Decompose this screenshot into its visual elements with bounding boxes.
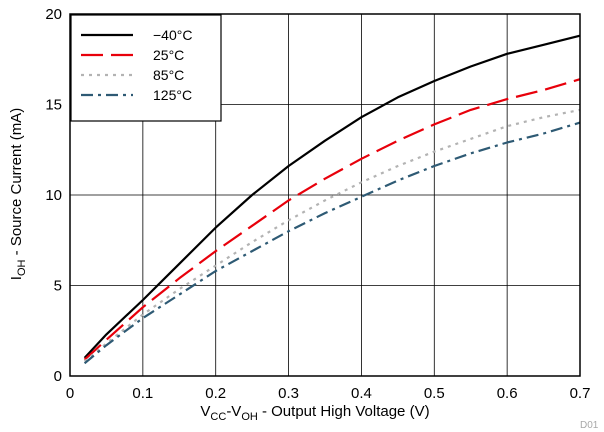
legend: −40°C 25°C 85°C 125°C: [70, 14, 222, 122]
legend-box: [70, 14, 222, 122]
y-tick-label: 5: [54, 278, 62, 295]
y-axis-label: IOH - Source Current (mA): [8, 108, 28, 280]
legend-label-3: 125°C: [153, 87, 192, 103]
x-axis-label-mid: -V: [226, 403, 241, 420]
x-tick-label: 0: [66, 385, 74, 402]
x-tick-labels: 0 0.1 0.2 0.3 0.4 0.5 0.6 0.7: [66, 385, 591, 402]
y-tick-label: 0: [54, 368, 62, 385]
x-axis-label-rest: - Output High Voltage (V): [258, 403, 430, 420]
x-axis-label-sub2: OH: [241, 411, 258, 423]
x-tick-label: 0.3: [278, 385, 299, 402]
plot-frame: [69, 13, 581, 377]
series-line-2: [83, 108, 581, 363]
y-axis-label-main: I: [8, 276, 25, 280]
legend-label-2: 85°C: [153, 67, 184, 83]
x-tick-label: 0.7: [570, 385, 591, 402]
y-axis-label-sub: OH: [16, 259, 28, 276]
legend-entries: −40°C 25°C 85°C 125°C: [81, 27, 192, 103]
series-line-0: [83, 34, 581, 359]
y-tick-label: 20: [45, 6, 62, 23]
x-tick-label: 0.1: [132, 385, 153, 402]
x-tick-label: 0.2: [205, 385, 226, 402]
legend-label-0: −40°C: [153, 27, 192, 43]
x-axis-label: VCC-VOH - Output High Voltage (V): [200, 403, 429, 423]
series-layer: [83, 34, 581, 365]
y-tick-labels: 0 5 10 15 20: [45, 6, 62, 385]
series-line-3: [83, 121, 581, 365]
x-axis-label-main: V: [200, 403, 210, 420]
series-line-1: [83, 78, 581, 361]
y-tick-label: 10: [45, 187, 62, 204]
x-axis-label-sub1: CC: [210, 411, 226, 423]
y-tick-label: 15: [45, 97, 62, 114]
x-tick-label: 0.5: [424, 385, 445, 402]
y-axis-label-rest: - Source Current (mA): [8, 108, 25, 260]
figure-id-label: D01: [580, 420, 599, 431]
x-tick-label: 0.6: [497, 385, 518, 402]
legend-label-1: 25°C: [153, 47, 184, 63]
x-tick-label: 0.4: [351, 385, 372, 402]
